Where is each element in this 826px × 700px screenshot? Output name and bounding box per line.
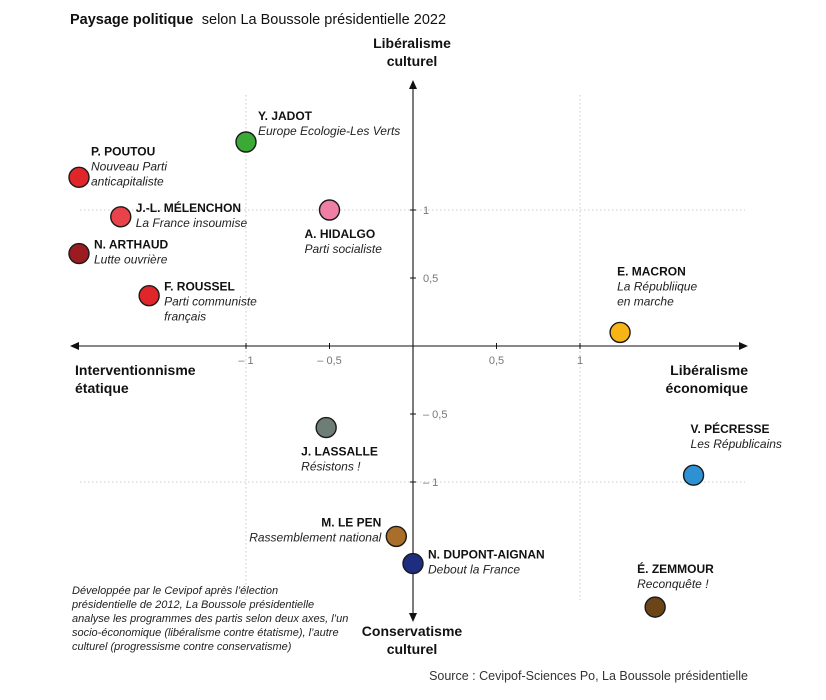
methodology-note: Développée par le Cevipof après l’électi… <box>71 585 348 653</box>
axis-right-label-line1: Libéralisme <box>670 362 748 378</box>
x-tick-label-0: – 1 <box>238 355 253 367</box>
label-party-m-le-pen-0: Rassemblement national <box>249 530 381 544</box>
x-axis-arrow-right <box>739 342 748 350</box>
chart-title-bold: Paysage politique <box>70 12 193 28</box>
axis-top-label-line1: Libéralisme <box>373 35 451 51</box>
chart-title-rest: selon La Boussole présidentielle 2022 <box>202 12 446 28</box>
y-axis-arrow-bottom <box>409 613 417 622</box>
point-v-p-cresse <box>682 464 705 486</box>
x-axis-arrow-left <box>70 342 79 350</box>
point-zemmour <box>644 596 666 618</box>
label-party-j-lassalle-0: Résistons ! <box>301 460 361 474</box>
label-name-y-jadot: Y. JADOT <box>258 109 313 123</box>
label-name-f-roussel: F. ROUSSEL <box>164 280 235 294</box>
label-party-f-roussel-0: Parti communiste <box>164 295 257 309</box>
label-party-p-poutou-1: anticapitaliste <box>91 174 164 188</box>
axis-left-label-line2: étatique <box>75 380 129 396</box>
label-name-e-macron: E. MACRON <box>617 264 686 278</box>
label-name-j-l-m-lenchon: J.-L. MÉLENCHON <box>136 200 241 215</box>
point-j-l-m-lenchon <box>110 206 132 228</box>
point-m-le-pen <box>385 525 407 548</box>
note-line-3: socio-économique (libéralisme contre éta… <box>72 627 339 639</box>
y-tick-label-3: – 1 <box>423 477 438 489</box>
axis-left-label-line1: Interventionnisme <box>75 362 196 378</box>
point-j-lassalle <box>315 416 337 439</box>
x-tick-label-3: 1 <box>577 355 583 367</box>
source-text: Source : Cevipof-Sciences Po, La Boussol… <box>429 669 748 683</box>
label-party-e-macron-0: La Républiique <box>617 279 697 293</box>
label-name-p-poutou: P. POUTOU <box>91 144 155 158</box>
label-name-zemmour: É. ZEMMOUR <box>637 561 714 576</box>
point-e-macron <box>609 321 631 344</box>
label-party-y-jadot-0: Europe Ecologie-Les Verts <box>258 124 400 138</box>
point-n-arthaud <box>68 242 90 265</box>
label-name-n-arthaud: N. ARTHAUD <box>94 238 169 252</box>
label-name-n-dupont-aignan: N. DUPONT-AIGNAN <box>428 548 545 562</box>
x-tick-label-2: 0,5 <box>489 355 504 367</box>
note-line-4: culturel (progressisme contre conservati… <box>72 641 292 653</box>
label-party-j-l-m-lenchon-0: La France insoumise <box>136 216 248 230</box>
point-f-roussel <box>138 284 160 307</box>
axis-top-label-line2: culturel <box>387 53 438 69</box>
axis-bottom-label-line2: culturel <box>387 641 438 657</box>
ticks-layer: – 1 – 0,5 0,5 1 1 0,5 – 0,5 – 1 <box>238 205 583 489</box>
axes-layer <box>70 80 748 622</box>
label-party-a-hidalgo-0: Parti socialiste <box>305 242 383 256</box>
point-p-poutou <box>68 166 90 189</box>
label-party-n-dupont-aignan-0: Debout la France <box>428 563 520 577</box>
point-a-hidalgo <box>318 199 341 221</box>
x-tick-label-1: – 0,5 <box>317 355 341 367</box>
axis-bottom-label-line1: Conservatisme <box>362 623 463 639</box>
label-party-p-poutou-0: Nouveau Parti <box>91 159 167 173</box>
label-name-m-le-pen: M. LE PEN <box>321 515 381 529</box>
point-n-dupont-aignan <box>402 552 424 575</box>
chart-title: Paysage politique selon La Boussole prés… <box>70 11 446 28</box>
label-party-v-p-cresse-0: Les Républicains <box>691 437 782 451</box>
label-name-a-hidalgo: A. HIDALGO <box>305 227 376 241</box>
note-line-2: analyse les programmes des partis selon … <box>72 613 348 625</box>
label-party-n-arthaud-0: Lutte ouvrière <box>94 253 168 267</box>
label-name-v-p-cresse: V. PÉCRESSE <box>691 421 770 436</box>
y-tick-label-2: – 0,5 <box>423 409 447 421</box>
label-name-j-lassalle: J. LASSALLE <box>301 445 378 459</box>
y-axis-arrow-top <box>409 80 417 89</box>
note-line-1: présidentielle de 2012, La Boussole prés… <box>71 599 314 611</box>
label-party-f-roussel-1: français <box>164 310 206 324</box>
label-party-zemmour-0: Reconquête ! <box>637 577 709 591</box>
axis-right-label-line2: économique <box>666 380 749 396</box>
y-tick-label-0: 1 <box>423 205 429 217</box>
y-tick-label-1: 0,5 <box>423 273 438 285</box>
point-y-jadot <box>235 131 257 153</box>
label-party-e-macron-1: en marche <box>617 294 674 308</box>
note-line-0: Développée par le Cevipof après l’électi… <box>72 585 278 597</box>
